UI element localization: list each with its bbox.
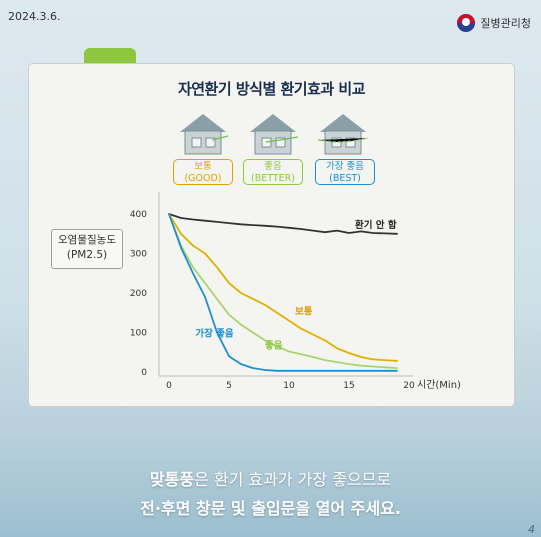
- pm-label-line2: (PM2.5): [66, 249, 108, 261]
- x-tick-label: 15: [343, 381, 354, 391]
- house-best-icon: [317, 114, 369, 155]
- series-label-0: 환기 안 함: [355, 219, 397, 231]
- x-axis-label: 시간(Min): [417, 379, 461, 391]
- badge-better: 좋음 (BETTER): [243, 159, 303, 185]
- series-line-2: [168, 213, 398, 370]
- series-line-1: [168, 213, 398, 362]
- house-good-icon: [180, 114, 229, 155]
- footer-line1: 맞통풍은 환기 효과가 가장 좋으므로: [0, 466, 541, 490]
- badge-best: 가장 좋음 (BEST): [315, 159, 375, 185]
- org-name: 질병관리청: [480, 17, 531, 30]
- y-tick-label: 100: [130, 329, 147, 339]
- date-label: 2024.3.6.: [8, 10, 61, 23]
- page-number: 4: [528, 523, 535, 536]
- badge-better-label: 좋음: [264, 161, 282, 172]
- series-line-0: [168, 213, 398, 235]
- chart-title: 자연환기 방식별 환기효과 비교: [177, 80, 366, 98]
- y-tick-label: 300: [130, 250, 147, 260]
- series-label-1: 보통: [295, 307, 313, 318]
- y-tick-label: 400: [130, 210, 147, 220]
- taegeuk-icon: [457, 14, 476, 32]
- x-tick-label: 5: [226, 381, 232, 391]
- series-label-3: 가장 좋음: [195, 327, 234, 339]
- pm-label-line1: 오염물질농도: [58, 234, 116, 246]
- x-tick-label: 0: [166, 381, 172, 391]
- badge-good-label: 보통: [194, 161, 212, 172]
- series-line-3: [168, 213, 398, 372]
- y-tick-label: 200: [130, 289, 147, 299]
- badge-good-sub: (GOOD): [184, 173, 222, 184]
- chart-card: 자연환기 방식별 환기효과 비교 보통 (GOOD) 좋음 (BETTER) 가…: [28, 63, 515, 407]
- y-tick-label: 0: [141, 368, 147, 378]
- org-logo: 질병관리청: [457, 14, 531, 32]
- badge-best-label: 가장 좋음: [326, 161, 364, 172]
- footer-line1-rest: 은 환기 효과가 가장 좋으므로: [194, 470, 392, 489]
- footer-line2: 전·후면 창문 및 출입문을 열어 주세요.: [140, 499, 401, 518]
- badge-best-sub: (BEST): [329, 173, 361, 184]
- house-better-icon: [250, 114, 299, 155]
- y-axis-label-box: 오염물질농도 (PM2.5): [51, 229, 123, 269]
- badge-good: 보통 (GOOD): [173, 159, 233, 185]
- badge-better-sub: (BETTER): [251, 173, 295, 184]
- footer-highlight: 맞통풍: [149, 470, 195, 489]
- series-label-2: 좋음: [265, 340, 283, 351]
- x-tick-label: 10: [283, 381, 295, 391]
- x-tick-label: 20: [403, 381, 415, 391]
